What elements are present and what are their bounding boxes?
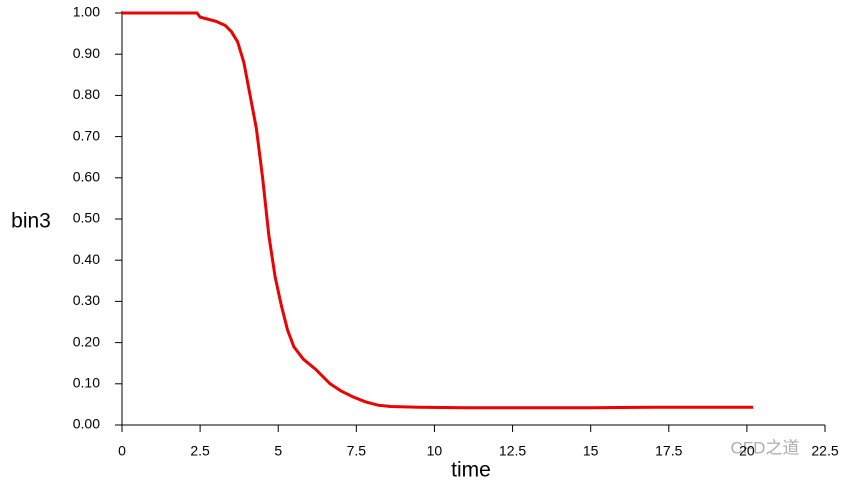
x-tick-label: 5 [274, 443, 282, 459]
y-tick-label: 0.00 [73, 416, 100, 432]
x-tick-label: 2.5 [190, 443, 210, 459]
y-tick-label: 1.00 [73, 4, 100, 20]
x-tick-label: 7.5 [347, 443, 367, 459]
x-axis-label: time [451, 459, 491, 482]
y-tick-label: 0.90 [73, 45, 100, 61]
data-line [122, 11, 754, 410]
y-tick-label: 0.10 [73, 375, 100, 391]
x-tick-label: 15 [583, 443, 599, 459]
x-tick-label: 22.5 [811, 443, 838, 459]
watermark: CFD之道 [731, 438, 800, 457]
y-tick-label: 0.60 [73, 169, 100, 185]
x-tick-label: 0 [118, 443, 126, 459]
x-tick-label: 20 [739, 443, 755, 459]
y-axis-label: bin3 [11, 210, 51, 233]
x-tick-label: 17.5 [655, 443, 682, 459]
x-tick-label: 12.5 [499, 443, 526, 459]
y-tick-label: 0.30 [73, 292, 100, 308]
y-tick-label: 0.20 [73, 333, 100, 349]
y-tick-label: 0.70 [73, 127, 100, 143]
y-tick-label: 0.50 [73, 210, 100, 226]
y-tick-label: 0.40 [73, 251, 100, 267]
x-tick-label: 10 [427, 443, 443, 459]
y-tick-label: 0.80 [73, 86, 100, 102]
